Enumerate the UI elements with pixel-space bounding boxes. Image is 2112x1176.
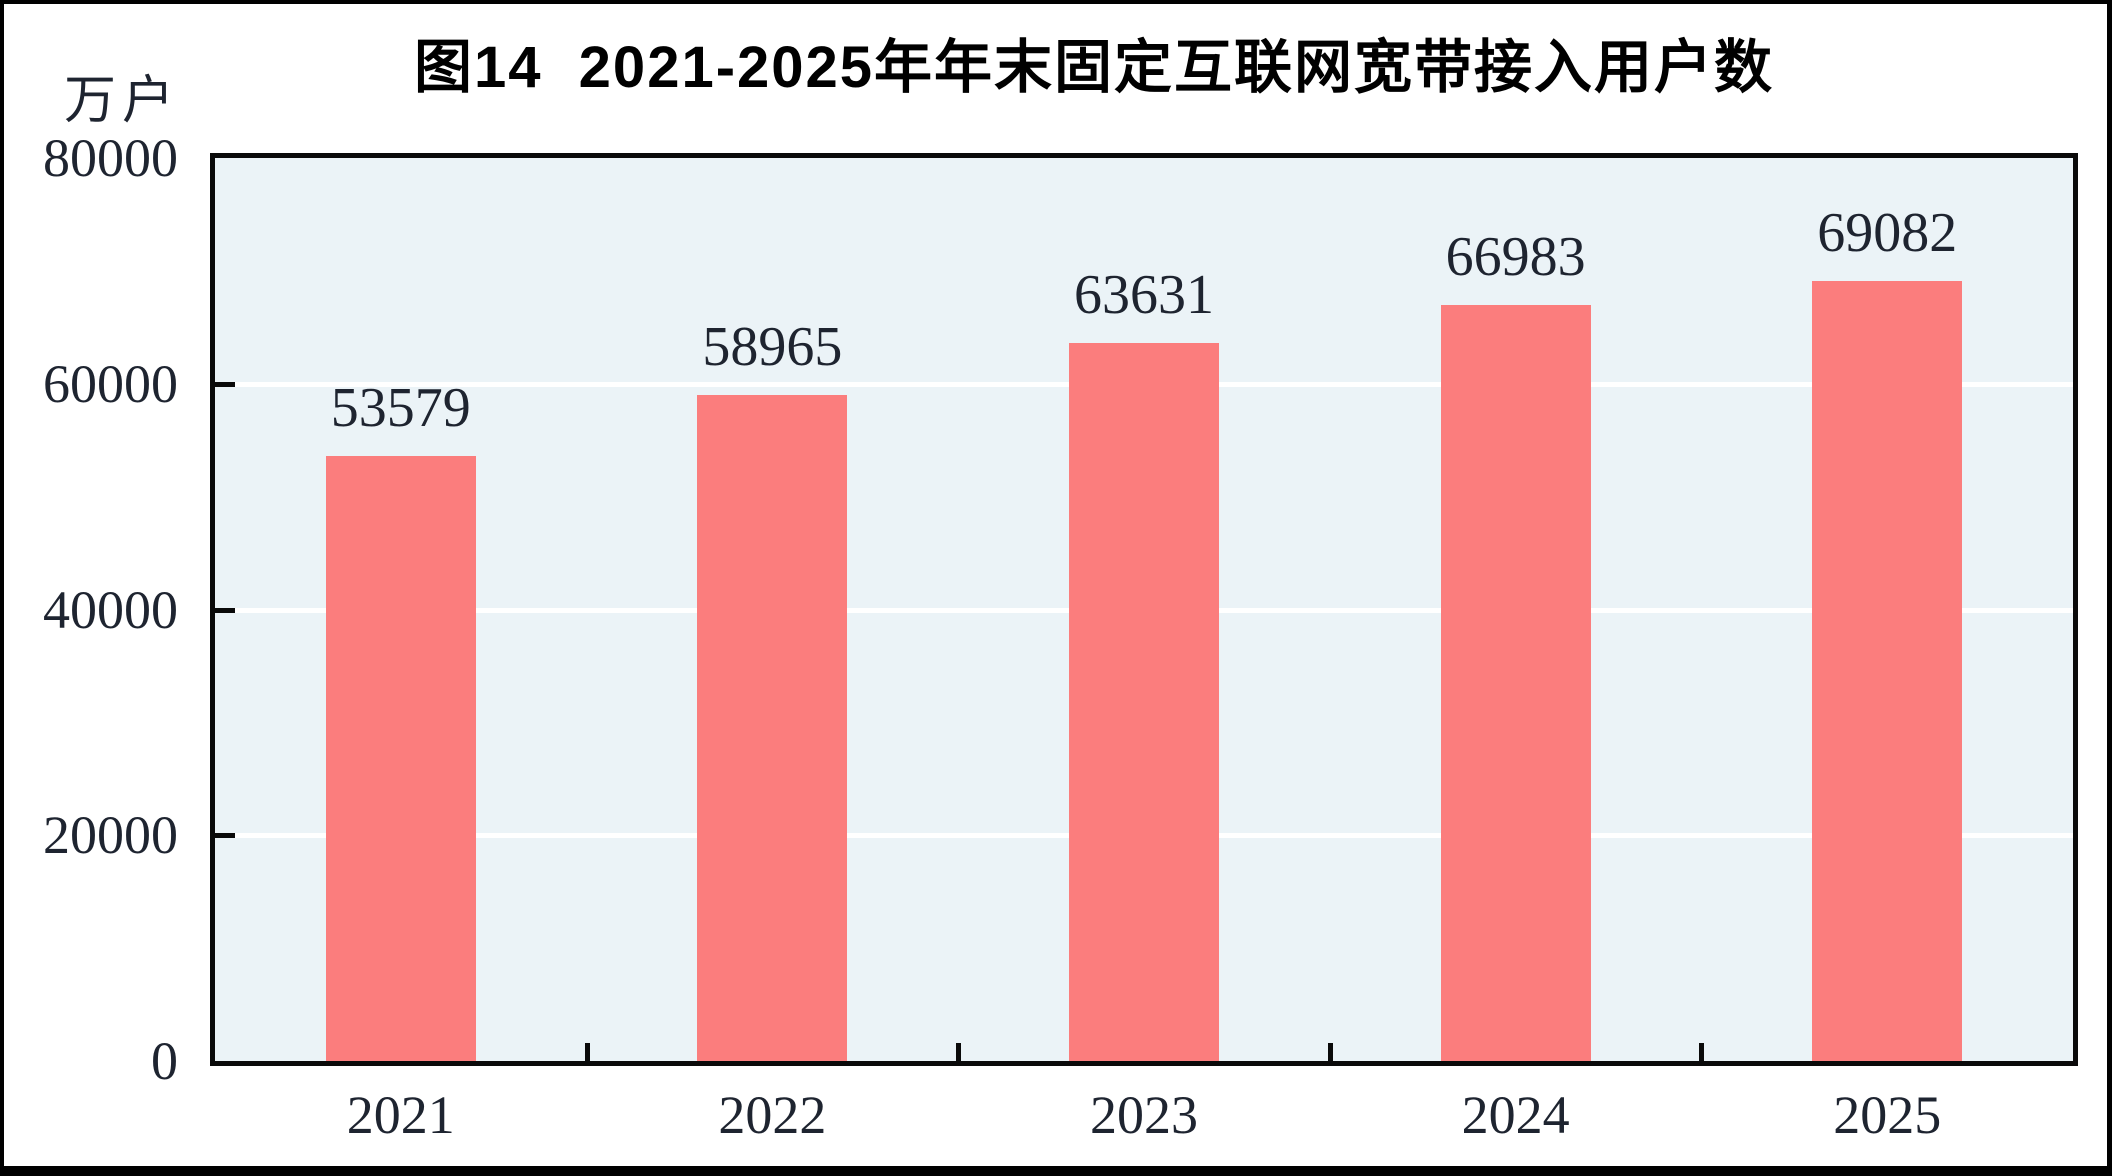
y-axis-tick-40000: [215, 608, 235, 613]
bar-value-label-2023: 63631: [1074, 264, 1214, 326]
y-axis-label-40000: 40000: [43, 579, 178, 640]
x-axis-label-2021: 2021: [346, 1085, 455, 1145]
x-axis-tick-1: [585, 1043, 590, 1061]
bar-2025: [1812, 281, 1962, 1061]
bar-value-label-2025: 69082: [1817, 202, 1958, 264]
x-axis-label-2022: 2022: [718, 1085, 827, 1145]
image-border-bottom: [0, 1166, 2112, 1176]
bar-value-label-2021: 53579: [330, 377, 471, 439]
x-axis-label-2023: 2023: [1090, 1085, 1198, 1145]
y-axis-label-60000: 60000: [43, 353, 178, 414]
x-axis-tick-3: [1328, 1043, 1333, 1061]
bar-value-label-2022: 58965: [702, 316, 843, 378]
bar-2023: [1069, 343, 1219, 1061]
image-border-left: [0, 0, 4, 1176]
y-axis-label-0: 0: [151, 1031, 178, 1091]
bar-value-label-2024: 66983: [1445, 226, 1586, 288]
bar-2024: [1441, 305, 1591, 1061]
image-border-top: [0, 0, 2112, 4]
bar-2022: [697, 395, 847, 1061]
bar-2021: [326, 456, 476, 1061]
x-axis-label-2025: 2025: [1833, 1085, 1942, 1145]
image-border-right: [2107, 0, 2112, 1176]
chart-title: 图14 2021-2025年年末固定互联网宽带接入用户数: [413, 35, 1775, 100]
x-axis-tick-4: [1699, 1043, 1704, 1061]
y-axis-tick-20000: [215, 833, 235, 838]
y-axis-unit-label: 万户: [64, 73, 181, 130]
y-axis-label-80000: 80000: [43, 128, 178, 188]
y-axis-tick-60000: [215, 382, 235, 387]
plot-area: 53579 58965 63631 66983 69082: [210, 153, 2078, 1066]
x-axis-tick-2: [956, 1043, 961, 1061]
x-axis-label-2024: 2024: [1461, 1085, 1570, 1145]
y-axis-label-20000: 20000: [43, 805, 178, 866]
